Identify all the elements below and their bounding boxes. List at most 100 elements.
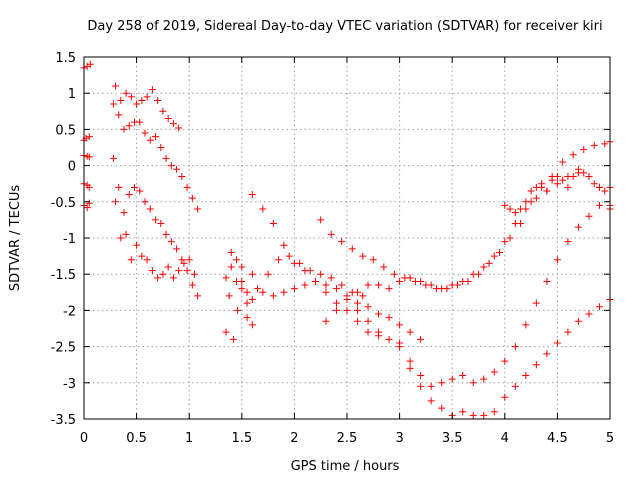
data-point [138,252,146,260]
data-point [543,187,551,195]
data-point [559,176,567,184]
data-point [406,328,414,336]
data-point [85,199,93,207]
data-point [120,209,128,217]
data-point [595,183,603,191]
data-point [359,292,367,300]
data-point [269,292,277,300]
x-tick-label: 0.5 [126,431,147,446]
data-point [375,328,383,336]
data-point [543,350,551,358]
data-point [248,296,256,304]
data-point [154,96,162,104]
data-point [506,234,514,242]
data-point [188,194,196,202]
data-point [574,165,582,173]
y-tick-label: 1 [68,87,76,102]
data-point [480,263,488,271]
data-point [543,277,551,285]
data-point [469,270,477,278]
data-point [127,93,135,101]
data-point [527,187,535,195]
data-point [259,205,267,213]
data-point [506,205,514,213]
data-point [243,288,251,296]
y-tick-label: -0.5 [51,196,76,211]
data-point [164,263,172,271]
data-point [553,256,561,264]
data-point [164,115,172,123]
data-point [359,252,367,260]
data-point [438,379,446,387]
data-point [173,165,181,173]
x-axis-label: GPS time / hours [291,459,400,474]
data-point [85,183,93,191]
data-point [83,204,91,212]
x-tick-label: 2 [290,431,298,446]
data-point [564,238,572,246]
data-point [569,172,577,180]
chart-title: Day 258 of 2019, Sidereal Day-to-day VTE… [87,19,602,34]
data-point [169,274,177,282]
data-point [243,314,251,322]
data-point [167,162,175,170]
data-point [238,263,246,271]
data-point [143,93,151,101]
data-point [580,146,588,154]
data-point [269,220,277,228]
data-point [311,277,319,285]
y-axis-label: SDTVAR / TECUs [8,185,23,292]
y-tick-label: 0.5 [55,123,76,138]
data-point [162,154,170,162]
data-point [175,267,183,275]
data-point [532,299,540,307]
data-point [338,238,346,246]
data-point [601,187,609,195]
data-point [136,187,144,195]
data-point [590,141,598,149]
data-point [112,82,120,90]
y-tick-labels: 1.5 1 0.5 0 -0.5 -1 -1.5 -2 -2.5 -3 -3.5 [51,51,76,428]
data-point [275,256,283,264]
data-point [511,220,519,228]
data-point [427,397,435,405]
data-point [448,281,456,289]
data-point [538,180,546,188]
data-point [532,194,540,202]
data-point [396,321,404,329]
x-tick-label: 5 [606,431,614,446]
data-point [109,100,117,108]
series-sat-s [501,165,614,217]
x-tick-label: 3 [395,431,403,446]
data-point [369,256,377,264]
data-point [141,198,149,206]
data-point [569,151,577,159]
data-point [185,256,193,264]
x-tick-labels: 0 0.5 1 1.5 2 2.5 3 3.5 4 4.5 5 [80,431,614,446]
data-point [375,310,383,318]
data-point [343,296,351,304]
data-point [354,288,362,296]
data-points [80,60,614,419]
data-point [459,408,467,416]
series-sat-a [80,60,94,72]
data-point [354,299,362,307]
data-point [194,205,202,213]
data-point [501,357,509,365]
data-point [595,303,603,311]
data-point [322,288,330,296]
series-sat-d [80,180,93,191]
series-sat-p [322,169,614,325]
data-point [225,292,233,300]
data-point [406,364,414,372]
data-point [490,252,498,260]
data-point [122,230,130,238]
data-point [143,256,151,264]
data-point [183,267,191,275]
data-point [159,270,167,278]
data-point [248,270,256,278]
data-point [522,321,530,329]
data-point [173,245,181,253]
data-point [595,201,603,209]
data-point [115,111,123,119]
